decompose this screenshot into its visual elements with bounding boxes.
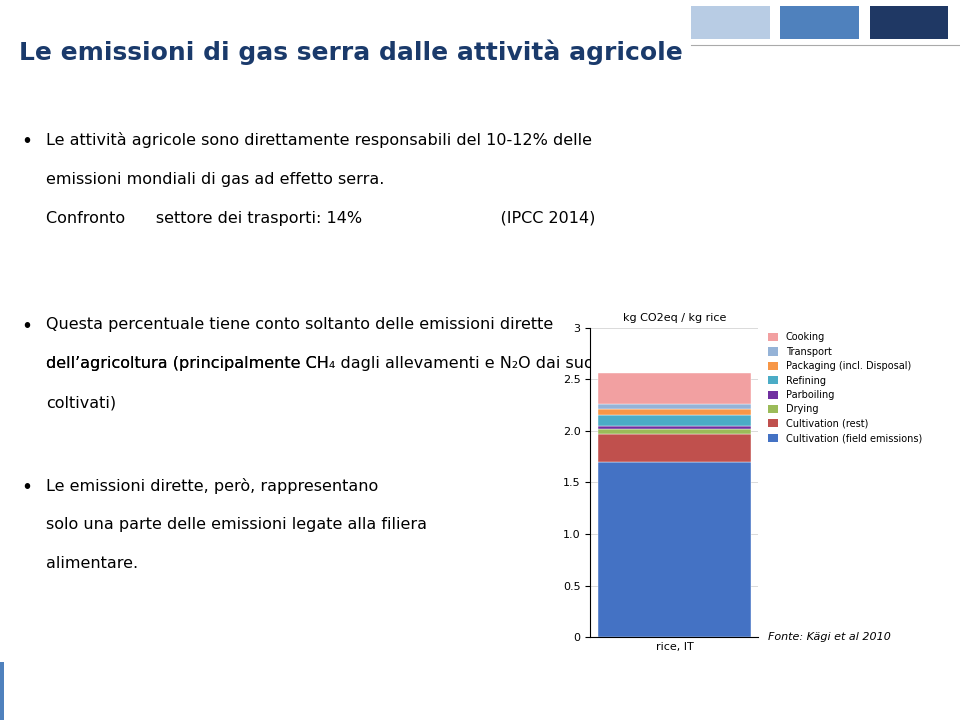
- Bar: [691, 6, 770, 39]
- Text: •: •: [21, 132, 33, 151]
- Text: Le attività agricole sono direttamente responsabili del 10-12% delle: Le attività agricole sono direttamente r…: [46, 132, 592, 148]
- Bar: [598, 404, 751, 409]
- Text: dell’agricoltura (principalmente CH₄ dagli allevamenti e N₂O dai suoli: dell’agricoltura (principalmente CH₄ dag…: [46, 356, 603, 371]
- Text: alimentare.: alimentare.: [46, 557, 138, 572]
- Text: coltivati): coltivati): [46, 395, 116, 410]
- Text: solo una parte delle emissioni legate alla filiera: solo una parte delle emissioni legate al…: [46, 517, 427, 532]
- Text: Le emissioni dirette, però, rappresentano: Le emissioni dirette, però, rappresentan…: [46, 478, 378, 494]
- Text: Le emissioni di gas serra dalle attività agricole: Le emissioni di gas serra dalle attività…: [19, 39, 683, 65]
- Bar: [598, 462, 751, 637]
- Text: •: •: [21, 317, 33, 336]
- Text: emissioni mondiali di gas ad effetto serra.: emissioni mondiali di gas ad effetto ser…: [46, 171, 384, 186]
- Bar: [598, 426, 751, 428]
- Text: Questa percentuale tiene conto soltanto delle emissioni dirette: Questa percentuale tiene conto soltanto …: [46, 317, 553, 332]
- Bar: [0, 662, 4, 720]
- Title: kg CO2eq / kg rice: kg CO2eq / kg rice: [623, 312, 726, 323]
- Bar: [598, 409, 751, 415]
- Bar: [780, 6, 859, 39]
- Text: dell’agricoltura (principalmente CH: dell’agricoltura (principalmente CH: [46, 356, 329, 371]
- Bar: [598, 415, 751, 426]
- Legend: Cooking, Transport, Packaging (incl. Disposal), Refining, Parboiling, Drying, Cu: Cooking, Transport, Packaging (incl. Dis…: [768, 333, 922, 443]
- Text: Confronto      settore dei trasporti: 14%                           (IPCC 2014): Confronto settore dei trasporti: 14% (IP…: [46, 211, 595, 226]
- Text: Laura Tagliabue  –  laura.tagliabue@polimi.it: Laura Tagliabue – laura.tagliabue@polimi…: [17, 685, 330, 698]
- Bar: [598, 428, 751, 434]
- Bar: [598, 434, 751, 462]
- Bar: [598, 373, 751, 404]
- Text: Fonte: Kägi et al 2010: Fonte: Kägi et al 2010: [768, 632, 891, 642]
- Text: POLITECNICO DI MILANO: POLITECNICO DI MILANO: [748, 684, 941, 698]
- Bar: [870, 6, 948, 39]
- Text: •: •: [21, 478, 33, 497]
